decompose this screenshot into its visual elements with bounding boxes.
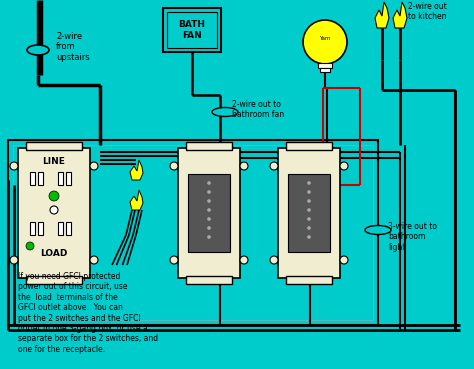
Circle shape bbox=[90, 162, 98, 170]
Bar bbox=[30, 172, 35, 185]
Text: Yam: Yam bbox=[319, 35, 331, 41]
Text: LINE: LINE bbox=[43, 158, 65, 166]
Circle shape bbox=[307, 226, 311, 230]
Circle shape bbox=[207, 199, 211, 203]
Bar bbox=[286, 276, 332, 284]
Circle shape bbox=[307, 190, 311, 194]
Circle shape bbox=[207, 208, 211, 212]
Circle shape bbox=[207, 190, 211, 194]
Circle shape bbox=[90, 256, 98, 264]
Bar bbox=[30, 222, 35, 235]
Circle shape bbox=[26, 242, 34, 250]
Text: LOAD: LOAD bbox=[40, 249, 68, 259]
Circle shape bbox=[240, 256, 248, 264]
Circle shape bbox=[240, 162, 248, 170]
Circle shape bbox=[270, 162, 278, 170]
Bar bbox=[167, 12, 217, 48]
Text: BATH
FAN: BATH FAN bbox=[179, 20, 206, 40]
Circle shape bbox=[303, 20, 347, 64]
Circle shape bbox=[307, 235, 311, 239]
Circle shape bbox=[207, 181, 211, 185]
Polygon shape bbox=[393, 2, 407, 28]
Bar bbox=[278, 148, 340, 278]
Text: 2-wire
from
upstairs: 2-wire from upstairs bbox=[56, 32, 90, 62]
Bar bbox=[8, 140, 378, 325]
Bar bbox=[288, 174, 330, 252]
Circle shape bbox=[170, 256, 178, 264]
Circle shape bbox=[10, 256, 18, 264]
Bar bbox=[320, 68, 330, 72]
Ellipse shape bbox=[212, 107, 238, 117]
Circle shape bbox=[307, 208, 311, 212]
Bar bbox=[186, 142, 232, 150]
Bar bbox=[318, 63, 332, 68]
Bar bbox=[186, 276, 232, 284]
Circle shape bbox=[207, 217, 211, 221]
Text: If you need GFCI protected
power out of this circuit, use
the  load  terminals o: If you need GFCI protected power out of … bbox=[18, 272, 158, 354]
Bar bbox=[66, 222, 71, 235]
Circle shape bbox=[307, 181, 311, 185]
Bar bbox=[178, 148, 240, 278]
Ellipse shape bbox=[27, 45, 49, 55]
Polygon shape bbox=[375, 2, 389, 28]
Circle shape bbox=[10, 162, 18, 170]
Ellipse shape bbox=[365, 225, 391, 235]
Bar bbox=[286, 142, 332, 150]
Circle shape bbox=[50, 206, 58, 214]
Text: 3-wire out to
bathroom
light: 3-wire out to bathroom light bbox=[388, 222, 437, 252]
Bar bbox=[38, 172, 43, 185]
Bar bbox=[13, 145, 373, 320]
Bar bbox=[58, 222, 63, 235]
Circle shape bbox=[49, 191, 59, 201]
Bar bbox=[163, 8, 221, 52]
Bar bbox=[58, 172, 63, 185]
Bar bbox=[66, 172, 71, 185]
Circle shape bbox=[207, 226, 211, 230]
Circle shape bbox=[207, 235, 211, 239]
Circle shape bbox=[170, 162, 178, 170]
Bar bbox=[18, 148, 90, 278]
Circle shape bbox=[270, 256, 278, 264]
Bar bbox=[26, 276, 82, 284]
Circle shape bbox=[307, 217, 311, 221]
Bar bbox=[38, 222, 43, 235]
Polygon shape bbox=[130, 160, 143, 180]
Text: 2-wire out
to kitchen: 2-wire out to kitchen bbox=[408, 2, 447, 21]
Bar bbox=[26, 142, 82, 150]
Circle shape bbox=[307, 199, 311, 203]
Circle shape bbox=[340, 162, 348, 170]
Bar bbox=[188, 174, 230, 252]
Circle shape bbox=[340, 256, 348, 264]
Polygon shape bbox=[130, 190, 143, 210]
Text: 2-wire out to
bathroom fan: 2-wire out to bathroom fan bbox=[232, 100, 284, 120]
